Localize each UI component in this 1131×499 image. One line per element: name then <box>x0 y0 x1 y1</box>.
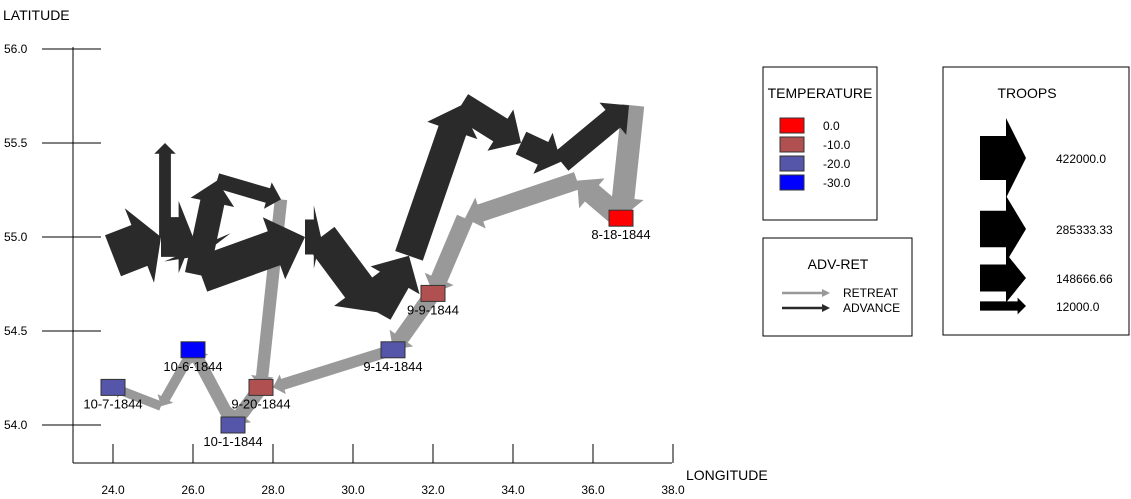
temperature-legend-title: TEMPERATURE <box>768 85 873 101</box>
retreat-segment <box>465 172 580 229</box>
date-label: 9-14-1844 <box>363 359 422 374</box>
advance-segment <box>515 131 561 174</box>
x-axis-label: LONGITUDE <box>686 467 768 483</box>
troops-legend-box <box>942 66 1130 336</box>
adv-ret-legend-label: RETREAT <box>843 286 899 300</box>
temperature-point <box>380 341 406 359</box>
x-ticks: 24.0 26.0 28.0 30.0 32.0 34.0 36.0 38.0 <box>101 444 685 497</box>
advance-segment <box>307 226 384 313</box>
troops-swatch <box>980 297 1026 315</box>
retreat-segment <box>602 104 645 219</box>
temperature-legend-label: -30.0 <box>823 176 851 190</box>
date-label: 10-6-1844 <box>163 359 222 374</box>
troops-legend-label: 285333.33 <box>1056 223 1113 237</box>
temperature-point <box>180 341 206 359</box>
x-tick-label: 30.0 <box>341 483 365 497</box>
axes: LATITUDE LONGITUDE <box>3 7 768 483</box>
adv-ret-legend-title: ADV-RET <box>808 256 869 272</box>
date-label: 9-9-1844 <box>407 302 459 317</box>
advance-segment <box>185 180 235 278</box>
y-ticks: 54.0 54.5 55.0 55.5 56.0 <box>4 42 101 432</box>
retreat-segment <box>389 288 440 350</box>
temperature-legend-entries: 0.0 -10.0 -20.0 -30.0 <box>779 117 851 191</box>
advance-segment <box>395 105 478 261</box>
x-tick-label: 28.0 <box>261 483 285 497</box>
temperature-swatch <box>779 155 805 172</box>
y-tick-label: 56.0 <box>4 42 28 56</box>
advance-segment <box>553 102 629 171</box>
retreat-segment <box>157 347 198 407</box>
adv-ret-legend-label: ADVANCE <box>843 301 900 315</box>
x-tick-label: 24.0 <box>101 483 125 497</box>
temperature-point <box>608 209 634 227</box>
temperature-points: 8-18-1844 9-9-1844 9-14-1844 9-20-1844 10-1-… <box>83 209 651 449</box>
troops-legend: TROOPS 422000.0 285333.33 148666.66 12000.0 <box>942 66 1130 336</box>
advance-segment <box>105 208 161 283</box>
date-label: 8-18-1844 <box>591 227 650 242</box>
y-tick-label: 55.5 <box>4 136 28 150</box>
retreat-segment <box>273 344 395 395</box>
y-axis-label: LATITUDE <box>3 7 70 23</box>
troops-legend-label: 148666.66 <box>1056 272 1113 286</box>
y-tick-label: 55.0 <box>4 230 28 244</box>
troops-legend-label: 422000.0 <box>1056 152 1106 166</box>
temperature-point <box>220 416 246 434</box>
advance-segment <box>453 94 521 151</box>
date-label: 10-1-1844 <box>203 434 262 449</box>
y-tick-label: 54.5 <box>4 324 28 338</box>
temperature-legend-label: -10.0 <box>823 138 851 152</box>
retreat-segment <box>424 214 473 294</box>
troops-legend-title: TROOPS <box>997 85 1056 101</box>
adv-ret-swatch <box>782 289 830 297</box>
temperature-legend-label: 0.0 <box>823 119 840 133</box>
troops-swatch <box>980 118 1026 198</box>
y-tick-label: 54.0 <box>4 418 28 432</box>
x-tick-label: 32.0 <box>421 483 445 497</box>
x-tick-label: 36.0 <box>581 483 605 497</box>
temperature-legend-label: -20.0 <box>823 157 851 171</box>
temperature-point <box>420 284 446 302</box>
temperature-swatch <box>779 117 805 134</box>
x-tick-label: 26.0 <box>181 483 205 497</box>
adv-ret-legend-box <box>762 237 913 337</box>
temperature-legend: TEMPERATURE 0.0 -10.0 -20.0 -30.0 <box>762 66 878 221</box>
troop-paths <box>105 94 645 428</box>
temperature-point <box>100 378 126 396</box>
advance-segment <box>154 143 176 237</box>
temperature-point <box>248 378 274 396</box>
x-tick-label: 38.0 <box>661 483 685 497</box>
advance-segment <box>214 173 281 209</box>
advance-segment <box>194 217 305 292</box>
date-label: 9-20-1844 <box>231 396 290 411</box>
x-tick-label: 34.0 <box>501 483 525 497</box>
advance-segment <box>363 255 420 320</box>
troops-swatch <box>980 253 1026 303</box>
troops-legend-entries: 422000.0 285333.33 148666.66 12000.0 <box>980 118 1113 315</box>
temperature-swatch <box>779 136 805 153</box>
date-label: 10-7-1844 <box>83 396 142 411</box>
temperature-swatch <box>779 174 805 191</box>
troops-legend-label: 12000.0 <box>1056 300 1100 314</box>
retreat-segment <box>188 349 239 428</box>
troops-swatch <box>980 195 1026 263</box>
adv-ret-swatch <box>782 304 830 312</box>
